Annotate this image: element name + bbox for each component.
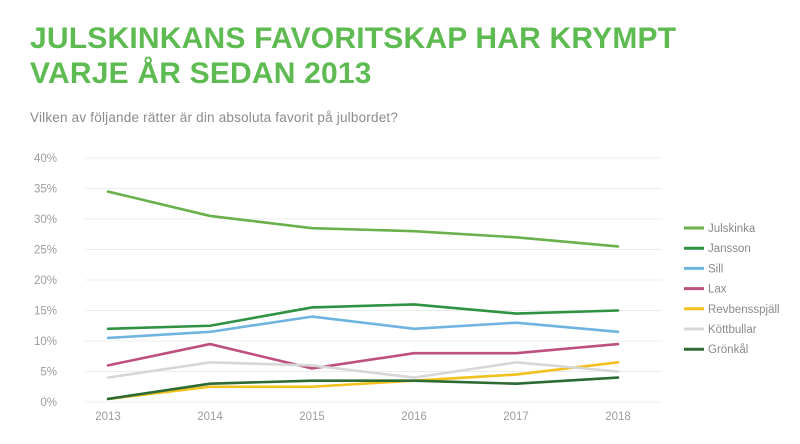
legend-label-julskinka: Julskinka bbox=[708, 223, 756, 235]
chart-subtitle: Vilken av följande rätter är din absolut… bbox=[30, 110, 399, 125]
series-line-revbensspj-ll bbox=[106, 361, 620, 401]
y-axis-tick: 20% bbox=[34, 275, 57, 287]
page-title: JULSKINKANS FAVORITSKAP HAR KRYMPT VARJE… bbox=[30, 22, 677, 90]
series-line-jansson bbox=[106, 303, 620, 331]
y-axis-tick: 25% bbox=[34, 245, 57, 257]
y-axis-tick: 5% bbox=[40, 367, 57, 379]
x-axis-label: 2014 bbox=[197, 411, 223, 423]
x-axis-label: 2018 bbox=[605, 411, 631, 423]
x-axis-label: 2016 bbox=[401, 411, 427, 423]
y-axis-tick: 40% bbox=[34, 153, 57, 165]
x-axis-label: 2013 bbox=[95, 411, 121, 423]
legend-label-jansson: Jansson bbox=[708, 243, 751, 255]
series-line-lax bbox=[106, 342, 620, 370]
y-axis-tick: 35% bbox=[34, 184, 57, 196]
y-axis-tick: 15% bbox=[34, 306, 57, 318]
x-axis-label: 2017 bbox=[503, 411, 529, 423]
series-line-k-ttbullar bbox=[106, 361, 620, 379]
legend-label-sill: Sill bbox=[708, 263, 723, 275]
series-line-gr-nk-l bbox=[106, 376, 620, 401]
legend-label-lax: Lax bbox=[708, 284, 727, 296]
series-line-sill bbox=[106, 315, 620, 340]
y-axis-tick: 0% bbox=[40, 397, 57, 409]
series-line-julskinka bbox=[106, 190, 620, 248]
y-axis-tick: 10% bbox=[34, 336, 57, 348]
y-axis-tick: 30% bbox=[34, 214, 57, 226]
legend-label-revbensspj-ll: Revbensspjäll bbox=[708, 304, 780, 316]
x-axis-label: 2015 bbox=[299, 411, 325, 423]
legend-label-gr-nk-l: Grönkål bbox=[708, 344, 748, 356]
legend-label-k-ttbullar: Köttbullar bbox=[708, 324, 757, 336]
